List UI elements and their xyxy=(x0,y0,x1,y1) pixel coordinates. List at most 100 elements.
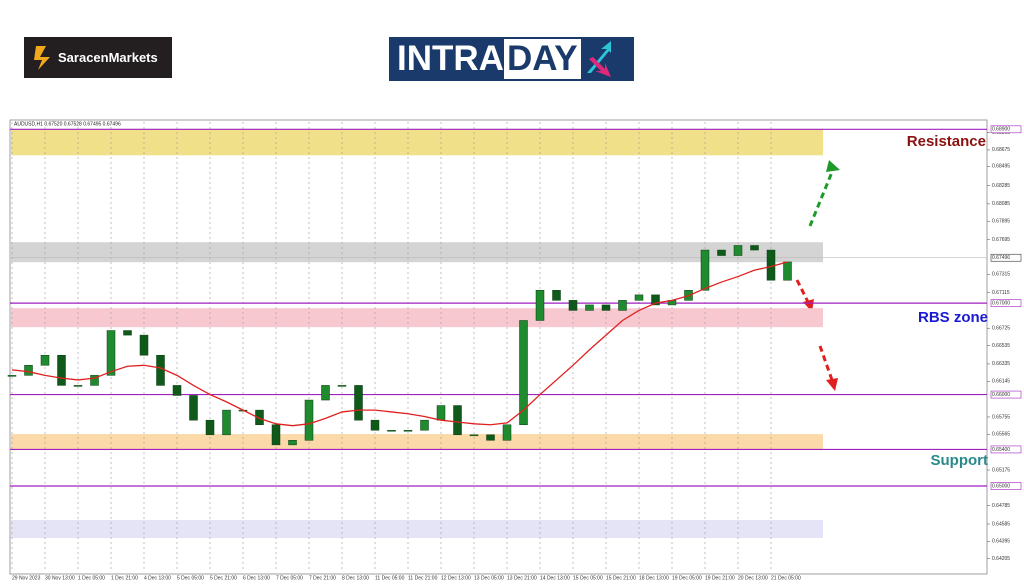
y-tick-label: 0.68285 xyxy=(992,183,1010,189)
candle xyxy=(403,429,413,432)
y-tick-label: 0.64585 xyxy=(992,521,1010,527)
x-tick-label: 11 Dec 05:00 xyxy=(375,575,405,581)
y-tick-label: 0.66725 xyxy=(992,326,1010,332)
arrow-down xyxy=(818,345,834,381)
candle xyxy=(172,385,182,396)
y-tick-label: 0.67895 xyxy=(992,219,1010,225)
candle xyxy=(601,304,611,311)
candle xyxy=(552,290,561,301)
level-tag xyxy=(990,125,1022,134)
arrow-up xyxy=(808,171,834,227)
candle xyxy=(585,304,594,311)
candle xyxy=(24,365,33,376)
candle xyxy=(783,261,792,281)
candle xyxy=(106,330,116,376)
banner-right: DAY xyxy=(503,39,581,79)
candle xyxy=(57,354,66,386)
candle xyxy=(90,375,99,386)
y-tick-label: 0.65175 xyxy=(992,467,1010,473)
candle xyxy=(337,385,347,387)
y-tick-label: 0.68675 xyxy=(992,147,1010,153)
candle xyxy=(733,245,743,256)
banner-arrows xyxy=(586,41,611,77)
candle xyxy=(469,434,479,437)
x-tick-label: 5 Dec 21:00 xyxy=(210,575,237,581)
y-tick-label: 0.66145 xyxy=(992,379,1010,385)
level-tag xyxy=(990,390,1022,399)
x-tick-label: 13 Dec 21:00 xyxy=(507,575,537,581)
x-tick-label: 13 Dec 05:00 xyxy=(474,575,504,581)
x-tick-label: 1 Dec 05:00 xyxy=(78,575,105,581)
x-tick-label: 14 Dec 13:00 xyxy=(540,575,570,581)
candle xyxy=(205,419,215,436)
annotation: Resistance xyxy=(907,133,986,150)
x-tick-label: 12 Dec 13:00 xyxy=(441,575,471,581)
y-tick-label: 0.64785 xyxy=(992,503,1010,509)
x-tick-label: 11 Dec 21:00 xyxy=(408,575,438,581)
candle xyxy=(634,294,644,301)
y-tick-label: 0.68085 xyxy=(992,201,1010,207)
y-tick-label: 0.67695 xyxy=(992,237,1010,243)
banner-left: INTRA xyxy=(397,39,504,78)
arrow-head xyxy=(826,160,840,172)
candle xyxy=(123,330,132,336)
arrows xyxy=(795,160,840,391)
x-tick-label: 7 Dec 05:00 xyxy=(276,575,303,581)
zone xyxy=(11,519,823,538)
level-label: 0.65400 xyxy=(992,447,1010,453)
x-tick-label: 7 Dec 21:00 xyxy=(309,575,336,581)
x-tick-label: 15 Dec 05:00 xyxy=(573,575,603,581)
candle xyxy=(139,334,149,356)
candle xyxy=(453,405,462,436)
candle xyxy=(156,354,165,386)
y-tick-label: 0.67115 xyxy=(992,290,1010,296)
x-tick-label: 18 Dec 13:00 xyxy=(639,575,669,581)
candle xyxy=(304,399,314,441)
brand-icon xyxy=(34,45,50,70)
plot xyxy=(7,122,987,572)
level-label: 0.66000 xyxy=(992,392,1010,398)
candle xyxy=(321,385,330,401)
zone xyxy=(11,129,823,156)
x-tick-label: 15 Dec 21:00 xyxy=(606,575,636,581)
candle xyxy=(387,429,396,432)
candle xyxy=(486,434,495,441)
candle xyxy=(717,249,726,256)
candle xyxy=(73,385,83,387)
candle xyxy=(271,424,281,446)
candle xyxy=(535,290,545,321)
level-tag xyxy=(990,299,1022,307)
annotation: Support xyxy=(931,452,989,469)
candle xyxy=(255,409,264,425)
candle xyxy=(354,385,363,421)
candle xyxy=(7,375,17,377)
y-tick-label: 0.66335 xyxy=(992,361,1010,367)
candle xyxy=(750,245,759,251)
x-tick-label: 19 Dec 21:00 xyxy=(705,575,735,581)
candle xyxy=(370,419,380,431)
candle xyxy=(420,419,429,431)
y-tick-label: 0.65565 xyxy=(992,432,1010,438)
x-tick-label: 21 Dec 05:00 xyxy=(771,575,801,581)
candle xyxy=(288,440,297,446)
x-tick-label: 20 Dec 13:00 xyxy=(738,575,768,581)
candle xyxy=(618,300,627,311)
candle xyxy=(651,294,660,306)
y-tick-label: 0.65755 xyxy=(992,414,1010,420)
level-label: 0.68900 xyxy=(992,127,1010,133)
chart-title: AUDUSD,H1 0.67520 0.67528 0.67495 0.6749… xyxy=(14,121,121,127)
price-tag xyxy=(990,253,1022,262)
x-tick-label: 5 Dec 05:00 xyxy=(177,575,204,581)
x-tick-label: 30 Nov 13:00 xyxy=(45,575,75,581)
candle xyxy=(519,320,528,425)
brand-name: SaracenMarkets xyxy=(58,50,158,65)
candle xyxy=(700,249,710,291)
moving-average xyxy=(11,261,788,427)
level-label: 0.65000 xyxy=(992,483,1010,489)
arrow-down xyxy=(795,279,810,303)
level-tag xyxy=(990,482,1022,490)
banner: INTRA DAY xyxy=(389,37,634,81)
y-tick-label: 0.68495 xyxy=(992,164,1010,170)
